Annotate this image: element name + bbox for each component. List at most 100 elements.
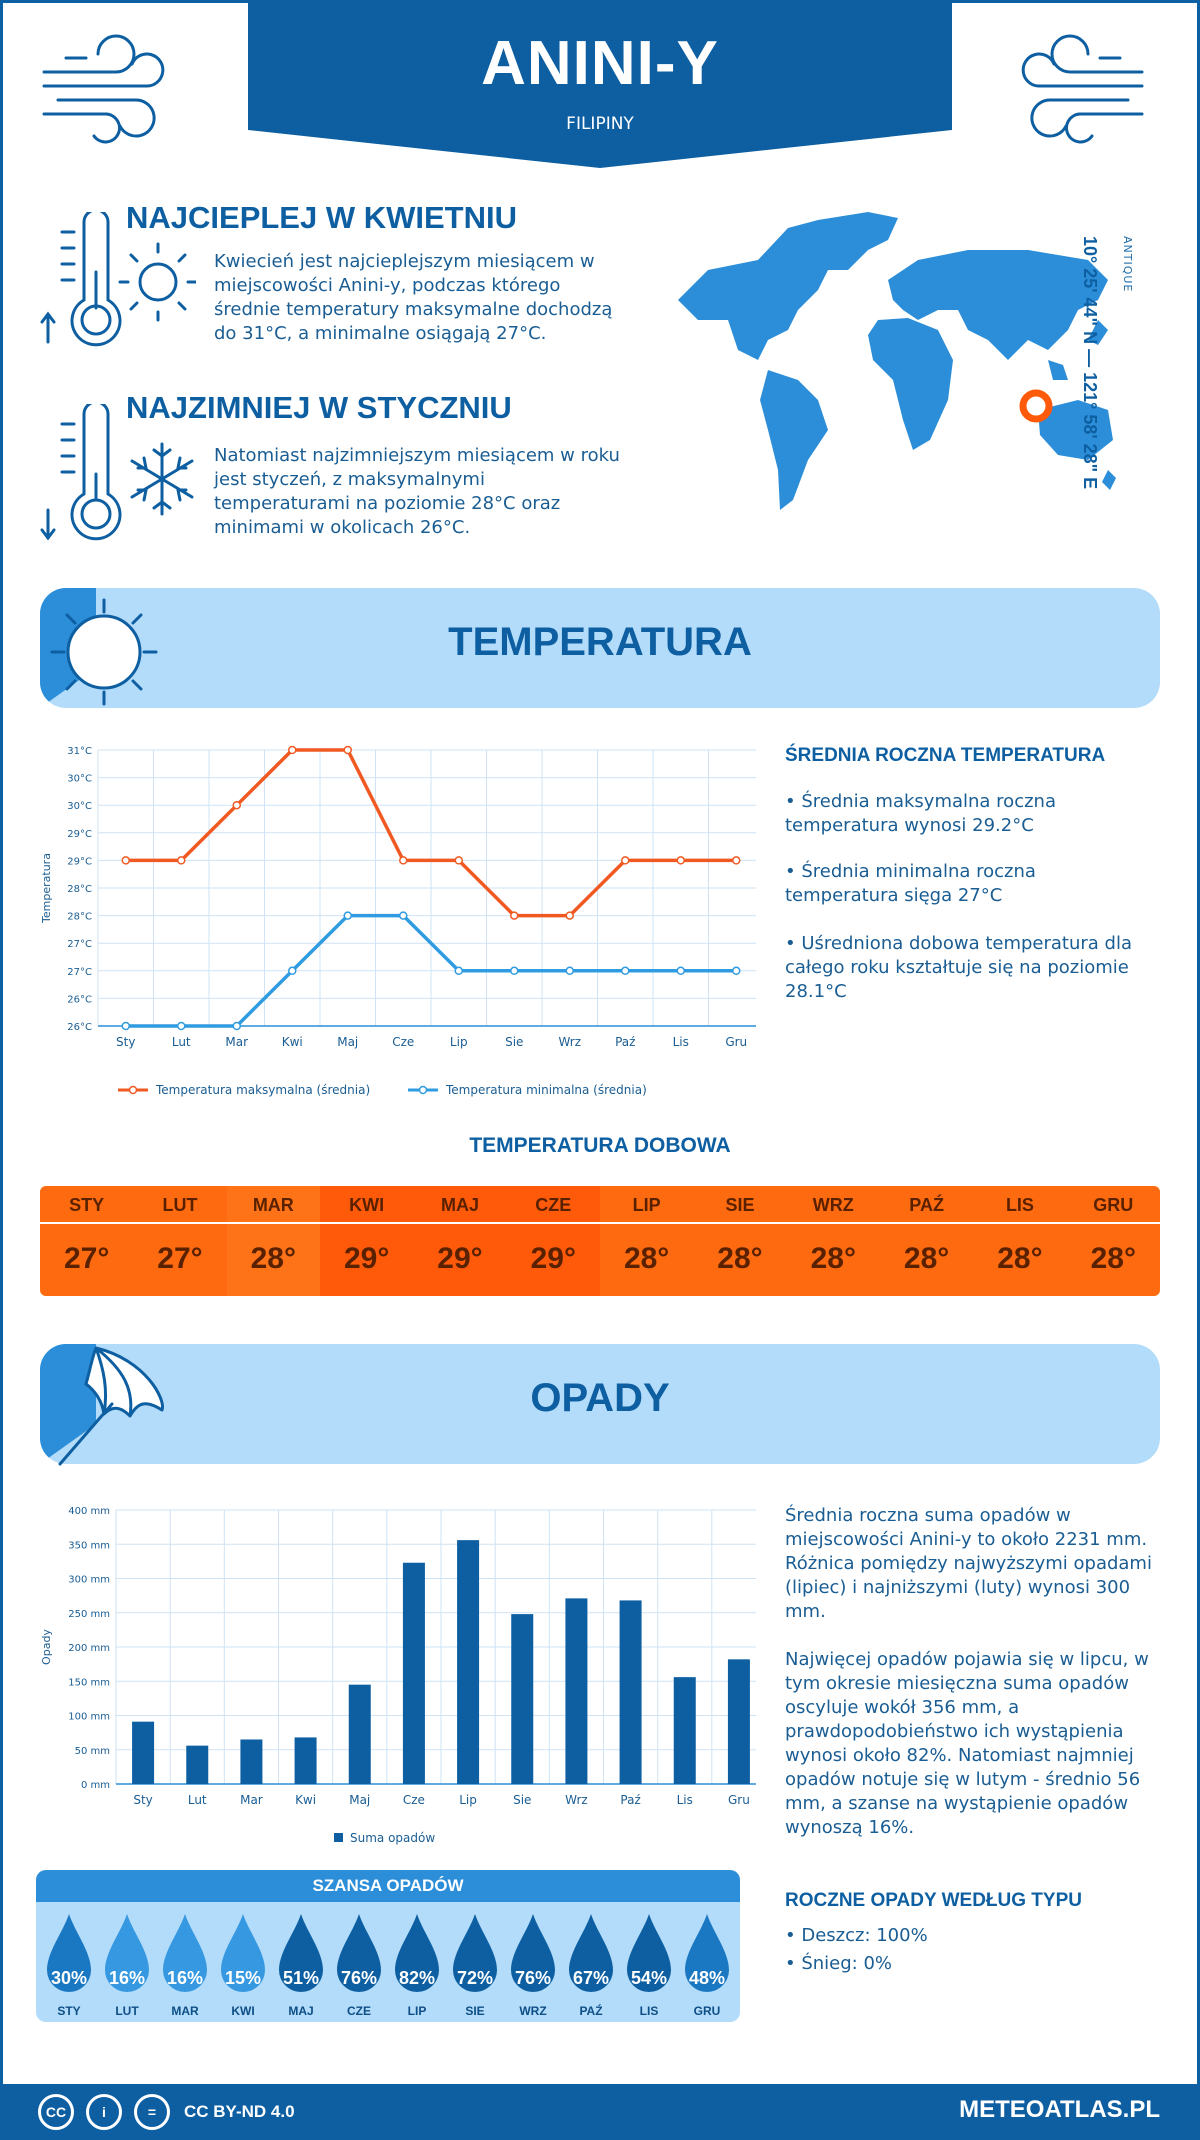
raindrop-icon [685, 1914, 729, 1992]
rain-chance-item: 16% LUT [98, 1902, 156, 2022]
y-tick-label: 0 mm [81, 1780, 110, 1791]
x-tick-label: Wrz [565, 1793, 588, 1807]
daily-temp-month: PAŹ [879, 1186, 974, 1224]
daily-temp-cell: SIE 28° [693, 1186, 787, 1296]
x-tick-label: Sie [505, 1035, 523, 1049]
daily-temp-value: 28° [810, 1242, 856, 1275]
y-tick-label: 350 mm [68, 1540, 110, 1551]
raindrop-icon [511, 1914, 555, 1992]
data-point [565, 911, 574, 920]
hottest-text: Kwiecień jest najcieplejszym miesiącem w… [214, 251, 613, 344]
y-tick-label: 26°C [67, 994, 92, 1005]
bar [132, 1721, 155, 1784]
daily-temp-value: 28° [997, 1242, 1043, 1275]
data-point [510, 966, 519, 976]
location-marker [1019, 389, 1053, 423]
daily-temp-month: GRU [1066, 1186, 1160, 1224]
rain-chance-item: 82% LIP [388, 1902, 446, 2022]
raindrop-icon [627, 1914, 671, 1992]
x-tick-label: Lut [172, 1035, 191, 1049]
rain-chance-value: 76% [340, 1968, 378, 1988]
precipitation-chart: 0 mm 50 mm 100 mm 150 mm 200 mm 250 mm 300 mm 3… [40, 1506, 756, 1845]
coordinates: 10° 25' 44" N — 121° 58' 28" E [1080, 236, 1100, 490]
data-point [232, 1021, 241, 1031]
y-tick-label: 29°C [67, 829, 92, 840]
bar [294, 1737, 317, 1784]
x-tick-label: Lut [188, 1793, 207, 1807]
y-tick-label: 250 mm [68, 1609, 110, 1620]
daily-temp-value: 28° [903, 1242, 950, 1275]
rain-chance-month: GRU [693, 2004, 721, 2018]
no-derivatives-icon[interactable]: = [134, 2094, 170, 2130]
data-point [732, 856, 741, 865]
x-tick-label: Cze [392, 1035, 414, 1049]
legend-marker [418, 1085, 428, 1095]
attribution-icon[interactable]: i [86, 2094, 122, 2130]
rain-chance-item: 72% SIE [446, 1902, 504, 2022]
daily-temp-month: CZE [506, 1186, 600, 1224]
y-tick-label: 400 mm [68, 1506, 110, 1517]
rain-chance-value: 48% [688, 1968, 726, 1988]
annual-temp-max: • Średnia maksymalna roczna temperatura … [785, 791, 1056, 836]
daily-temp-month: LUT [133, 1186, 227, 1224]
y-tick-label: 30°C [67, 774, 92, 785]
data-point [676, 966, 685, 976]
daily-temp-value: 27° [157, 1242, 203, 1275]
raindrop-icon [105, 1914, 149, 1992]
rain-chance-month: LIS [639, 2004, 659, 2018]
data-point [288, 966, 297, 976]
x-tick-label: Paź [620, 1793, 640, 1807]
y-tick-label: 150 mm [68, 1677, 110, 1688]
data-point [399, 856, 408, 865]
daily-temp-cell: PAŹ 28° [879, 1186, 974, 1296]
precip-band [40, 1344, 1160, 1464]
y-tick-label: 27°C [67, 939, 92, 950]
cc-license-icon[interactable]: CC [38, 2094, 74, 2130]
city-title: ANINI-Y [481, 29, 719, 98]
daily-temp-cell: WRZ 28° [786, 1186, 880, 1296]
rain-chance-value: 16% [108, 1968, 146, 1988]
data-point [454, 966, 463, 976]
raindrop-icon [163, 1914, 207, 1992]
rain-chance-drops: 30% STY 16% LUT 16% MAR 15% KWI 51% MAJ 76% CZE 82% L… [36, 1902, 740, 2022]
rain-chance-month: PAŹ [579, 2004, 603, 2018]
wind-icon [42, 34, 165, 144]
data-point [177, 1021, 186, 1031]
rain-chance-month: SIE [465, 2004, 485, 2018]
wind-icon [1021, 34, 1144, 144]
header-banner [248, 0, 952, 168]
temperature-title: TEMPERATURA [448, 620, 752, 664]
rain-chance-panel: SZANSA OPADÓW 30% STY 16% LUT 16% MAR 15% KWI 51… [36, 1870, 740, 2022]
y-tick-label: 300 mm [68, 1575, 110, 1586]
data-point [676, 856, 685, 865]
daily-temp-cell: MAJ 29° [413, 1186, 507, 1296]
precip-type-title: ROCZNE OPADY WEDŁUG TYPU [785, 1890, 1082, 1911]
rain-chance-month: CZE [347, 2004, 371, 2018]
data-point [121, 1021, 130, 1031]
precip-type-snow: • Śnieg: 0% [785, 1953, 893, 1974]
x-tick-label: Lis [677, 1793, 693, 1807]
y-tick-label: 28°C [67, 884, 92, 895]
daily-temp-month: KWI [319, 1186, 414, 1224]
data-point [621, 856, 630, 865]
license-label[interactable]: CC BY-ND 4.0 [184, 2102, 295, 2121]
rain-chance-item: 15% KWI [214, 1902, 272, 2022]
rain-chance-item: 76% CZE [330, 1902, 388, 2022]
rain-chance-month: STY [57, 2004, 81, 2018]
data-point [565, 966, 574, 976]
bar [457, 1540, 480, 1784]
x-tick-label: Gru [725, 1035, 747, 1049]
rain-chance-value: 51% [282, 1968, 320, 1988]
rain-chance-value: 30% [50, 1968, 88, 1988]
thermometer-snowflake-icon [40, 404, 194, 541]
brand-link[interactable]: METEOATLAS.PL [959, 2096, 1160, 2123]
daily-temp-value: 28° [717, 1242, 763, 1275]
rain-chance-month: WRZ [519, 2004, 547, 2018]
rain-chance-value: 16% [166, 1968, 204, 1988]
precip-type-rain: • Deszcz: 100% [785, 1925, 928, 1946]
daily-temp-value: 28° [1090, 1242, 1136, 1275]
world-map [678, 212, 1116, 510]
rain-chance-title: SZANSA OPADÓW [36, 1870, 740, 1902]
bar [673, 1677, 696, 1784]
rain-chance-month: LUT [115, 2004, 139, 2018]
